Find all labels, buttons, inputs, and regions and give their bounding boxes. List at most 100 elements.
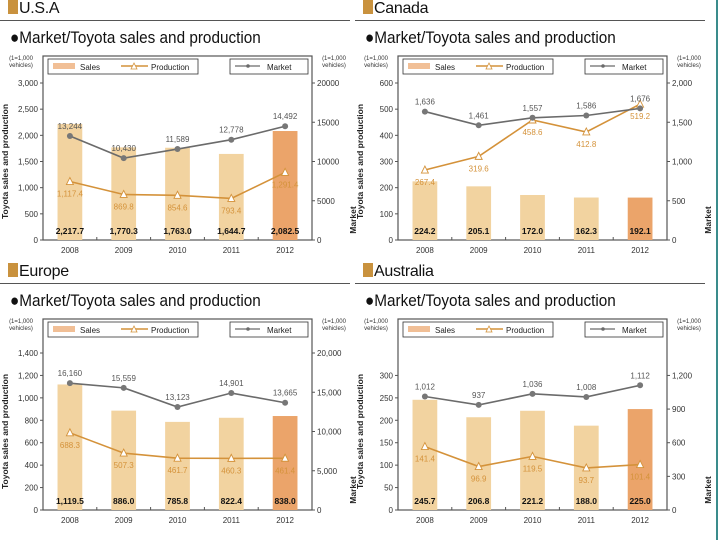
legend-sales-swatch [53,326,75,332]
y2-axis-label: Market [348,206,358,234]
legend-market-label: Market [267,63,292,72]
left-unit-label: vehicles) [364,63,388,69]
y-tick-label: 250 [380,394,394,403]
left-unit-label: vehicles) [9,326,33,332]
production-point [474,461,483,470]
x-tick-label: 2011 [223,246,241,255]
sales-bar [165,421,190,510]
y2-tick-label: 0 [317,506,322,515]
market-point [475,401,482,408]
x-tick-label: 2008 [416,516,434,525]
market-point [637,382,644,389]
market-data-label: 15,559 [111,374,136,383]
region-marker-icon [8,263,18,277]
y2-tick-label: 10,000 [317,428,342,437]
sales-data-label: 822.4 [221,496,243,506]
production-point [582,126,591,136]
y2-tick-label: 20000 [317,79,340,88]
y2-tick-label: 5000 [317,197,335,206]
sales-data-label: 205.1 [468,226,490,236]
sales-data-label: 162.3 [576,226,598,236]
production-data-label: 460.3 [221,466,242,475]
y2-tick-label: 900 [672,405,686,414]
y2-tick-label: 300 [672,472,686,481]
y-tick-label: 300 [380,158,394,167]
sales-bar [466,186,492,240]
sales-data-label: 188.0 [576,496,598,506]
legend-production-label: Production [151,326,189,335]
y-tick-label: 200 [380,416,394,425]
production-point [528,451,537,460]
y-tick-label: 0 [34,506,39,515]
production-point [420,165,430,174]
y2-axis-label: Market [703,206,713,234]
sales-bar [111,410,137,510]
y-tick-label: 2,500 [18,105,39,114]
y2-axis-label: Market [348,476,358,504]
chart-title: ●Market/Toyota sales and production [10,291,261,310]
legend-sales-label: Sales [80,63,100,72]
panel-canada: Canada ●Market/Toyota sales and producti… [355,0,720,270]
market-data-label: 1,461 [469,111,490,120]
sales-data-label: 785.8 [167,496,189,506]
y-tick-label: 400 [25,461,39,470]
market-point [421,108,428,115]
legend-market-marker-icon [601,64,605,68]
production-data-label: 461.4 [275,466,296,475]
y-tick-label: 0 [34,236,39,245]
right-unit-label: (1=1,000 [677,319,702,325]
x-tick-label: 2009 [115,246,133,255]
y-tick-label: 0 [389,506,394,515]
y-tick-label: 400 [380,131,394,140]
production-line [424,103,641,171]
y-tick-label: 1,000 [18,184,39,193]
market-data-label: 1,036 [522,380,543,389]
y2-tick-label: 15000 [317,118,340,127]
legend-production-marker-icon [485,325,493,333]
left-unit-label: (1=1,000 [9,56,34,62]
production-data-label: 93.7 [579,476,595,485]
y-tick-label: 0 [389,236,394,245]
production-point [582,462,591,472]
legend-market-label: Market [267,326,292,335]
production-data-label: 688.3 [60,441,81,450]
y2-tick-label: 500 [672,197,686,206]
sales-bar [272,416,298,510]
legend-production-label: Production [506,63,544,72]
region-label: U.S.A [19,0,60,17]
sales-data-label: 225.0 [629,496,651,506]
y2-tick-label: 2,000 [672,79,693,88]
x-tick-label: 2012 [631,516,649,525]
y-tick-label: 150 [380,439,394,448]
sales-data-label: 1,119.5 [56,496,84,506]
y-tick-label: 1,400 [18,349,39,358]
region-label: Australia [374,263,434,280]
legend-box [229,58,309,75]
production-data-label: 119.5 [523,464,543,473]
production-point [65,427,75,437]
legend-production-marker-icon [130,62,138,70]
legend-market-label: Market [622,326,647,335]
chart-title: ●Market/Toyota sales and production [10,28,261,47]
sales-bar [627,197,653,240]
region-marker-icon [363,263,373,277]
panel-europe: Europe ●Market/Toyota sales and producti… [0,263,360,540]
production-point [280,167,290,176]
sales-bar [412,181,438,240]
x-tick-label: 2009 [115,516,133,525]
production-data-label: 96.9 [471,475,487,484]
panel-usa: U.S.A ●Market/Toyota sales and productio… [0,0,360,270]
y-tick-label: 3,000 [18,79,39,88]
legend-sales-label: Sales [435,63,455,72]
y-tick-label: 200 [25,484,39,493]
production-data-label: 267.4 [415,178,436,187]
y-tick-label: 600 [25,439,39,448]
divider [355,20,705,21]
production-point [173,453,182,462]
sales-bar [520,194,545,240]
y2-tick-label: 1,200 [672,371,693,380]
sales-data-label: 206.8 [468,496,490,506]
